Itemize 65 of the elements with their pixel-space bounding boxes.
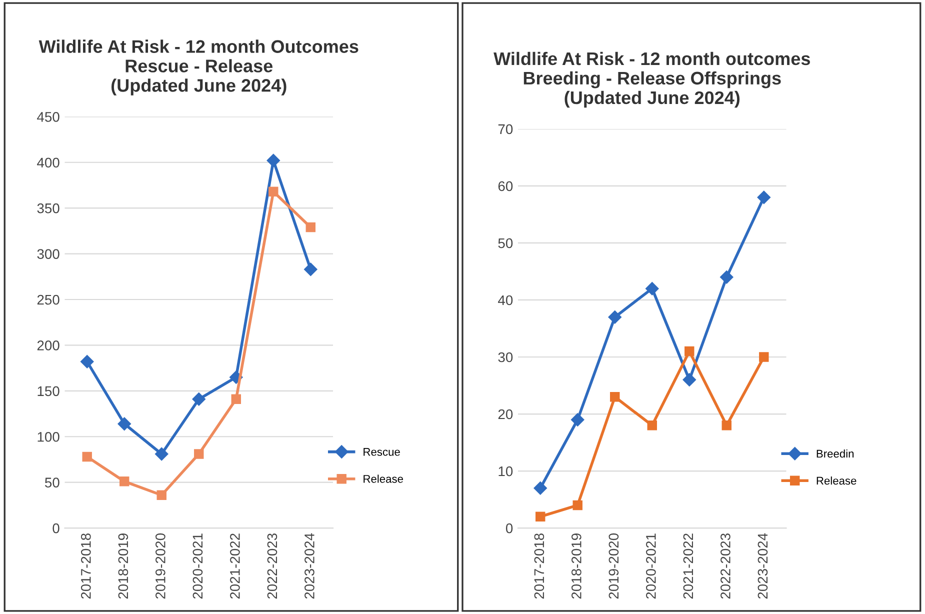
x-tick-label: 2020-2021 [646,534,656,599]
y-tick-label: 200 [37,340,60,350]
point [194,449,204,459]
x-tick-label: 2023-2024 [304,533,314,599]
y-tick-label: 30 [498,352,513,362]
x-tick-label: 2022-2023 [720,534,730,599]
point [120,476,130,486]
point [757,190,770,204]
x-tick-label: 2021-2022 [683,534,694,599]
point [535,512,546,522]
x-tick-label: 2021-2022 [230,534,240,599]
chart-title: Wildlife At Risk - 12 month Outcomes Rescue - Release (Updated June 2024) [38,40,358,96]
y-tick-label: 400 [37,158,60,168]
legend-label: Rescue [364,448,400,456]
y-tick-label: 20 [498,409,513,420]
y-tick-label: 70 [498,124,513,134]
y-tick-label: 40 [498,295,513,306]
y-tick-label: 300 [37,249,60,259]
point [647,420,657,430]
legend-label: Release [816,476,856,485]
x-tick-label: 2023-2024 [758,533,768,599]
point [610,392,620,402]
x-tick-label: 2017-2018 [80,534,91,599]
legend-label: Release [364,474,403,483]
chart-title: Wildlife At Risk - 12 month outcomes Breeding - Release Offsprings (Updated June 2024) [494,52,810,108]
x-tick-label: 2022-2023 [267,534,278,599]
y-tick-label: 50 [44,478,60,488]
y-tick-label: 100 [38,432,60,442]
point [82,452,92,462]
y-tick-label: 0 [506,523,513,534]
point [571,413,584,426]
point [156,490,166,500]
legend-label: Breedin [816,449,854,458]
y-tick-label: 350 [37,203,60,214]
x-tick-label: 2019-2020 [156,533,166,599]
point [720,270,734,284]
point [155,447,168,461]
y-tick-label: 60 [498,181,513,192]
point [268,186,278,196]
point [231,394,241,404]
y-tick-label: 450 [37,112,60,122]
y-tick-label: 50 [498,238,513,248]
y-tick-label: 250 [37,294,60,305]
point [646,282,659,296]
point [266,154,280,168]
point [608,310,622,324]
point [306,222,316,232]
y-tick-label: 10 [498,466,513,476]
point [572,500,582,510]
point [80,355,94,368]
x-tick-label: 2017-2018 [534,534,544,599]
point [759,352,769,362]
x-tick-label: 2018-2019 [572,534,582,599]
y-tick-label: 150 [38,386,60,396]
point [722,420,732,430]
point [534,482,547,495]
point [684,346,694,356]
x-tick-label: 2018-2019 [118,534,128,599]
point [118,417,131,430]
x-tick-label: 2020-2021 [192,534,203,599]
point [304,262,318,276]
y-tick-label: 0 [52,523,60,534]
x-tick-label: 2019-2020 [608,533,619,599]
point [682,373,696,386]
point [192,392,206,406]
